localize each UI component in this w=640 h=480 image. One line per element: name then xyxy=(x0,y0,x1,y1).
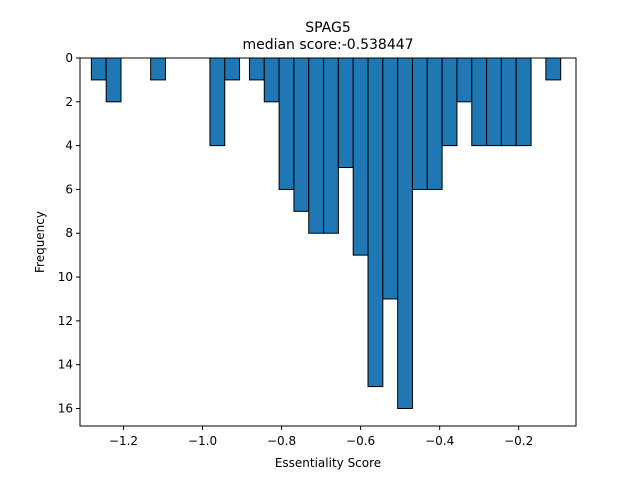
histogram-bar xyxy=(248,57,265,81)
histogram-bar xyxy=(441,57,458,147)
bars-group xyxy=(90,57,562,409)
histogram-bar xyxy=(456,57,473,103)
y-axis-label: Frequency xyxy=(33,211,47,273)
histogram-bar xyxy=(278,57,295,190)
y-tick-label: 16 xyxy=(58,401,73,415)
y-tick-label: 14 xyxy=(58,358,73,372)
histogram-bar xyxy=(382,57,399,300)
x-axis-ticks: −1.2 −1.0 −0.8 −0.6 −0.4 −0.2 xyxy=(109,426,533,448)
histogram-bar xyxy=(367,57,384,388)
x-tick-label: −0.4 xyxy=(425,434,454,448)
y-tick-label: 2 xyxy=(65,95,73,109)
histogram-bar xyxy=(545,57,562,81)
histogram-bar xyxy=(471,57,488,147)
y-tick-label: 12 xyxy=(58,314,73,328)
histogram-bar xyxy=(411,57,428,190)
histogram-bar xyxy=(352,57,369,256)
histogram-bar xyxy=(90,57,107,81)
histogram-bar xyxy=(293,57,310,212)
plot-frame xyxy=(79,57,577,427)
y-axis-ticks: 0 2 4 6 8 10 12 14 16 xyxy=(58,51,80,415)
histogram-bar xyxy=(150,57,166,81)
histogram-bar xyxy=(337,57,354,169)
histogram-bar xyxy=(263,57,280,103)
y-tick-label: 10 xyxy=(58,270,73,284)
x-tick-label: −1.2 xyxy=(109,434,138,448)
histogram-bar xyxy=(515,57,532,147)
x-tick-label: −0.8 xyxy=(267,434,296,448)
x-tick-label: −1.0 xyxy=(188,434,217,448)
chart-subtitle: median score:-0.538447 xyxy=(242,37,413,53)
histogram-bar xyxy=(209,57,226,147)
histogram-bar xyxy=(500,57,517,147)
histogram-bar xyxy=(224,57,241,81)
chart-title: SPAG5 xyxy=(305,20,351,36)
y-tick-label: 6 xyxy=(65,182,73,196)
x-tick-label: −0.2 xyxy=(504,434,533,448)
y-tick-label: 4 xyxy=(65,139,73,153)
x-axis-label: Essentiality Score xyxy=(275,456,381,470)
y-tick-label: 0 xyxy=(65,51,73,65)
histogram-bar xyxy=(308,57,325,234)
histogram-bar xyxy=(323,57,339,234)
x-tick-label: −0.6 xyxy=(346,434,375,448)
histogram-bar xyxy=(105,57,122,103)
y-tick-label: 8 xyxy=(65,226,73,240)
histogram-bar xyxy=(397,57,413,409)
histogram-bar xyxy=(486,57,502,147)
histogram-bar xyxy=(426,57,443,190)
